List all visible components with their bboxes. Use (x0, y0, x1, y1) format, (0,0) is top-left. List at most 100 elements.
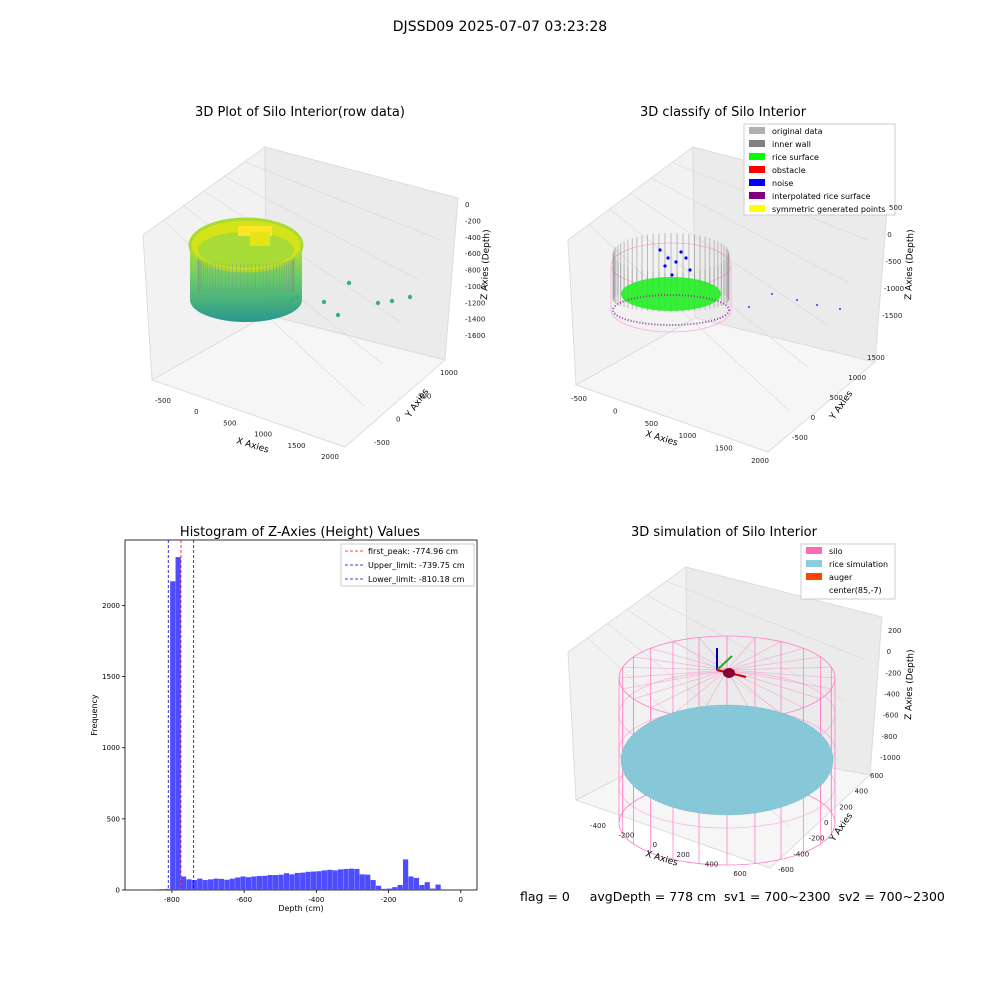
panel-simulation-3d: 3D simulation of Silo Interior silo rice … (567, 525, 916, 878)
gridline (651, 177, 849, 283)
y-tick-label: 0 (116, 887, 120, 895)
z-tick-label: -1000 (880, 754, 900, 762)
histogram-bar (343, 868, 349, 890)
gridline (588, 224, 789, 410)
simulation-3d-ylabel: Y Axies (828, 811, 856, 844)
z-tick-label: -400 (884, 691, 900, 699)
noise-point (666, 256, 670, 260)
legend-swatch (806, 560, 822, 567)
histogram-title: Histogram of Z-Axies (Height) Values (180, 525, 420, 540)
histogram-bar (240, 876, 246, 890)
noise-point (670, 273, 674, 277)
z-tick-label: -200 (465, 217, 481, 225)
status-footer: flag = 0 avgDepth = 778 cm sv1 = 700~230… (520, 889, 945, 904)
y-tick-label: 0 (811, 414, 815, 422)
outlier-point (389, 298, 395, 304)
x-tick-label: -500 (155, 397, 171, 405)
y-tick-label: 200 (839, 803, 852, 811)
y-tick-label: 1000 (440, 369, 458, 377)
gridline (203, 190, 402, 323)
z-tick-label: 500 (889, 204, 902, 212)
histogram-bar (413, 877, 420, 890)
x-tick-label: -200 (618, 832, 634, 840)
panel-histogram: Histogram of Z-Axies (Height) Values -80… (90, 525, 478, 913)
histogram-bar (283, 873, 290, 890)
z-tick-label: -1400 (465, 316, 485, 324)
z-tick-label: -800 (881, 733, 897, 741)
silo-roof-line (650, 647, 728, 671)
z-tick-label: -600 (465, 250, 481, 258)
histogram-bar (191, 880, 198, 890)
classify-3d-tick-labels: -500 0 500 1000 1500 2000 -500 0 500 1000 1500 500 0… (571, 204, 904, 465)
gridline (244, 161, 440, 240)
histogram-bar (327, 869, 333, 890)
z-tick-label: -600 (883, 712, 899, 720)
gridline (666, 580, 864, 660)
y-tick-label: 400 (855, 788, 868, 796)
z-tick-label: -1000 (884, 285, 904, 293)
x-tick-label: 500 (645, 420, 658, 428)
x-tick-label: 0 (194, 408, 198, 416)
x-tick-label: 1500 (288, 442, 306, 450)
classify-3d-pane-floor (574, 317, 877, 453)
histogram-bar (332, 870, 338, 890)
histogram-bar (300, 872, 306, 890)
histogram-reference-lines (167, 540, 195, 890)
histogram-bar (186, 879, 192, 890)
histogram-bar (180, 876, 187, 890)
x-tick-label: -400 (308, 896, 324, 904)
z-tick-label: -1500 (882, 312, 902, 320)
histogram-bar (365, 874, 371, 890)
y-tick-label: 600 (870, 772, 883, 780)
noise-point (679, 250, 683, 254)
histogram-bar (354, 868, 360, 890)
y-tick-label: 500 (830, 394, 843, 402)
x-tick-label: 400 (705, 860, 718, 868)
legend-label: center(85,-7) (829, 586, 882, 595)
noise-point (771, 293, 773, 295)
y-tick-label: 500 (418, 392, 431, 400)
histogram-bar (245, 877, 252, 890)
z-tick-label: -800 (465, 267, 481, 275)
y-tick-label: 0 (396, 416, 400, 424)
histogram-bar (435, 884, 441, 890)
y-tick-label: 2000 (102, 602, 120, 610)
histogram-y-ticks: 0 500 1000 1500 2000 (102, 602, 125, 895)
z-tick-label: 0 (465, 201, 469, 209)
histogram-bar (262, 875, 268, 890)
silo-roof-line (650, 669, 728, 709)
legend-label: rice simulation (829, 560, 888, 569)
noise-point (748, 306, 750, 308)
sv1-text: sv1 = 700~2300 (724, 889, 831, 904)
histogram-bar (213, 878, 219, 890)
x-tick-label: 0 (613, 407, 617, 415)
outlier-point (289, 297, 295, 303)
y-tick-label: 500 (107, 815, 120, 823)
silo-roof-line (726, 641, 782, 671)
noise-point (674, 260, 678, 264)
histogram-bar (229, 878, 235, 890)
histogram-x-ticks: -800 -600 -400 -200 0 (164, 890, 463, 904)
silo-roof-line (672, 669, 728, 715)
simulation-3d-title: 3D simulation of Silo Interior (631, 525, 818, 540)
classify-3d-points (610, 233, 841, 333)
outlier-point (407, 294, 413, 300)
y-tick-label: 0 (824, 819, 828, 827)
noise-point (688, 268, 692, 272)
legend-label: Lower_limit: -810.18 cm (368, 575, 465, 584)
histogram-bar (251, 876, 257, 890)
histogram-bar (294, 872, 300, 890)
x-tick-label: 1000 (254, 431, 272, 439)
histogram-bar (305, 871, 311, 890)
z-tick-label: -1000 (465, 283, 485, 291)
silo-roof-line (726, 637, 756, 671)
raw-3d-tick-labels: -500 0 500 1000 1500 2000 -500 0 500 1000 0 -200 -40… (155, 201, 485, 461)
histogram-bar (273, 875, 279, 890)
histogram-bar (289, 874, 295, 890)
z-tick-label: -200 (885, 669, 901, 677)
silo-roof-line (726, 666, 832, 671)
histogram-bar (197, 878, 203, 890)
histogram-bar (202, 880, 208, 890)
histogram-bar (159, 889, 165, 890)
